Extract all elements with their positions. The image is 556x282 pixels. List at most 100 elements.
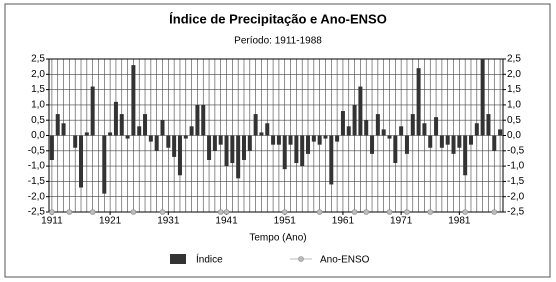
- bar: [375, 114, 380, 136]
- bar: [236, 135, 241, 179]
- y2-tick-label: -2,5: [507, 207, 525, 218]
- enso-marker: [130, 209, 137, 215]
- bar: [498, 129, 503, 136]
- enso-marker: [89, 209, 96, 215]
- y2-tick-label: -1,5: [507, 176, 525, 187]
- y2-tick-label: -0,5: [507, 145, 525, 156]
- y-tick-label: -1,0: [28, 161, 46, 172]
- bar: [166, 135, 171, 148]
- bar: [306, 135, 311, 154]
- bar: [49, 135, 54, 160]
- bar: [288, 135, 293, 145]
- bar: [137, 126, 142, 136]
- bar: [265, 123, 270, 136]
- x-tick-label: 1921: [99, 216, 122, 227]
- bar: [61, 123, 66, 136]
- bar: [73, 135, 78, 148]
- bar: [346, 126, 351, 136]
- y2-tick-label: 0,0: [507, 130, 521, 141]
- bar: [294, 135, 299, 164]
- plot-border: [48, 58, 504, 213]
- x-tick-label: 1951: [274, 216, 297, 227]
- bar: [79, 135, 84, 188]
- bar: [207, 135, 212, 160]
- bar: [177, 135, 182, 176]
- bar: [381, 129, 386, 136]
- bar: [410, 114, 415, 136]
- bar: [201, 104, 206, 136]
- enso-marker: [404, 209, 410, 215]
- x-tick-label: 1961: [332, 216, 355, 227]
- chart-title: Índice de Precipitação e Ano-ENSO: [169, 11, 387, 26]
- bar: [195, 104, 200, 136]
- bar: [422, 123, 427, 136]
- bar: [183, 135, 188, 139]
- y-tick-label: 0,0: [31, 130, 45, 141]
- bar: [329, 135, 334, 185]
- enso-marker: [281, 209, 288, 215]
- y2-tick-label: 2,5: [507, 54, 521, 65]
- y2-tick-label: 1,0: [507, 100, 521, 111]
- enso-marker: [66, 209, 73, 215]
- y2-tick-label: 2,0: [507, 69, 521, 80]
- enso-marker: [316, 209, 323, 215]
- bar: [276, 135, 281, 145]
- bar: [340, 111, 345, 136]
- y-tick-label: 2,5: [31, 54, 45, 65]
- bar: [393, 135, 398, 164]
- y-tick-label: 2,0: [31, 69, 45, 80]
- bar: [113, 101, 118, 136]
- enso-marker: [491, 209, 498, 215]
- chart-subtitle: Período: 1911-1988: [234, 36, 322, 47]
- bar: [84, 132, 89, 136]
- enso-marker: [217, 209, 224, 215]
- y-tick-label: -2,5: [28, 207, 46, 218]
- y-tick-label: -1,5: [28, 176, 46, 187]
- bar: [90, 86, 95, 136]
- bar: [486, 114, 491, 136]
- bar: [370, 135, 375, 154]
- bar: [119, 114, 124, 136]
- y-tick-label: -0,5: [28, 145, 46, 156]
- bar: [154, 135, 159, 151]
- bar: [439, 135, 444, 148]
- y2-tick-label: -1,0: [507, 161, 525, 172]
- y-tick-label: -2,0: [28, 191, 46, 202]
- x-tick-label: 1911: [41, 216, 63, 227]
- bar: [212, 135, 217, 151]
- bar: [387, 135, 392, 139]
- bar: [404, 135, 409, 154]
- legend-label: Índice: [196, 253, 223, 266]
- bar: [434, 117, 439, 136]
- x-tick-label: 1971: [390, 216, 413, 227]
- bar: [148, 135, 153, 142]
- bar: [480, 59, 485, 136]
- bar: [131, 65, 136, 136]
- bar: [474, 123, 479, 136]
- bar: [364, 120, 369, 136]
- bar: [224, 135, 229, 167]
- enso-marker: [223, 209, 230, 215]
- x-tick-label: 1931: [157, 216, 180, 227]
- y2-tick-label: 0,5: [507, 115, 521, 126]
- y2-tick-label: -2,0: [507, 191, 525, 202]
- bar: [457, 135, 462, 148]
- bar: [172, 135, 177, 157]
- legend-swatch: [170, 254, 186, 264]
- bar: [335, 135, 340, 142]
- bar: [428, 135, 433, 148]
- bar: [241, 135, 246, 160]
- bar: [160, 120, 165, 136]
- bar: [317, 135, 322, 145]
- bar: [218, 135, 223, 145]
- bar: [451, 135, 456, 154]
- bar: [463, 135, 468, 176]
- bar: [358, 86, 363, 136]
- y2-tick-label: 1,5: [507, 84, 521, 95]
- legend-label: Ano-ENSO: [320, 255, 370, 266]
- bar: [445, 135, 450, 145]
- bar: [399, 126, 404, 136]
- bar: [271, 135, 276, 145]
- enso-marker: [351, 209, 358, 215]
